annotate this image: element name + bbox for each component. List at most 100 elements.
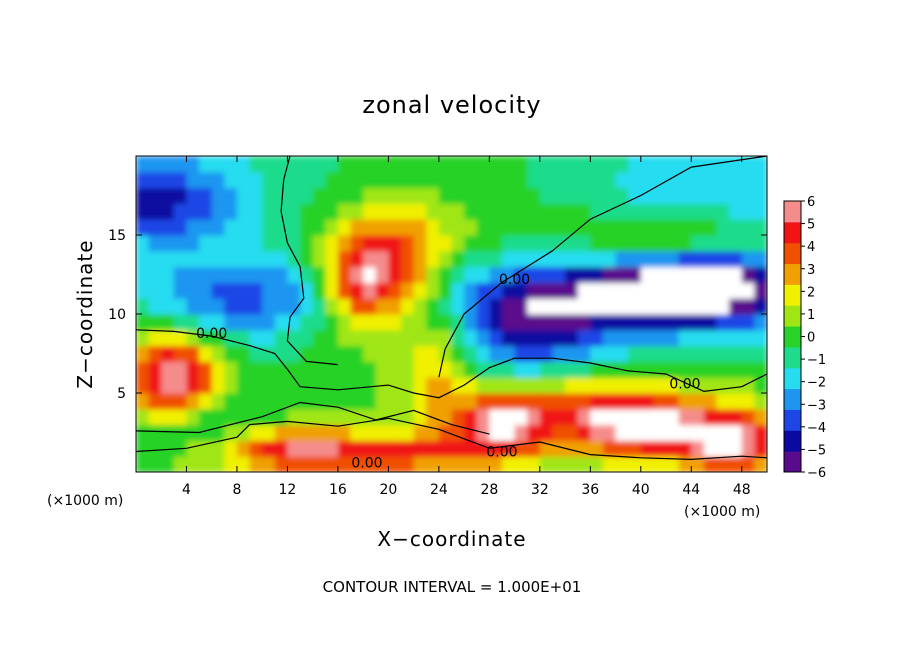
field-cell — [565, 219, 579, 236]
field-cell — [262, 314, 276, 331]
field-cell — [136, 187, 150, 204]
field-cell — [287, 408, 301, 426]
field-cell — [565, 408, 579, 426]
field-cell — [754, 377, 767, 394]
field-cell — [199, 298, 213, 315]
field-cell — [249, 187, 263, 204]
field-cell — [741, 440, 755, 457]
field-cell — [262, 345, 276, 362]
field-cell — [186, 219, 200, 236]
field-cell — [287, 282, 301, 299]
field-cell — [464, 408, 478, 426]
field-cell — [577, 314, 591, 331]
field-cell — [300, 203, 314, 220]
x-axis-unit-right: (×1000 m) — [684, 504, 760, 520]
field-cell — [413, 408, 427, 426]
field-cell — [653, 298, 667, 315]
field-cell — [161, 171, 175, 189]
field-cell — [274, 266, 289, 283]
field-cell — [729, 329, 743, 347]
colorbar-tick-label: 2 — [807, 285, 815, 300]
field-cell — [211, 156, 225, 173]
field-cell — [666, 282, 680, 299]
field-cell — [602, 171, 617, 189]
field-cell — [628, 171, 642, 189]
field-cell — [527, 266, 541, 283]
field-cell — [628, 156, 642, 173]
field-cell — [703, 440, 718, 457]
field-cell — [224, 393, 238, 410]
field-cell — [173, 219, 188, 236]
field-cell — [337, 361, 352, 378]
field-cell — [426, 314, 440, 331]
field-cell — [375, 156, 389, 173]
field-cell — [552, 314, 566, 331]
field-cell — [287, 171, 301, 189]
field-cell — [577, 219, 591, 236]
x-tick-label: 20 — [379, 482, 397, 498]
field-cell — [703, 250, 718, 268]
field-cell — [716, 456, 730, 472]
field-cell — [401, 282, 415, 299]
field-cell — [691, 282, 705, 299]
field-cell — [224, 456, 238, 472]
field-cell — [476, 282, 490, 299]
field-cell — [426, 156, 440, 173]
field-cell — [426, 345, 440, 362]
field-cell — [527, 219, 541, 236]
field-cell — [602, 361, 617, 378]
field-cell — [274, 361, 289, 378]
field-cell — [199, 377, 213, 394]
field-cell — [136, 298, 150, 315]
field-cell — [552, 187, 566, 204]
field-cell — [287, 377, 301, 394]
field-cell — [527, 440, 541, 457]
field-cell — [451, 393, 465, 410]
field-cell — [602, 250, 617, 268]
field-cell — [628, 282, 642, 299]
field-cell — [274, 314, 289, 331]
field-cell — [729, 298, 743, 315]
field-cell — [438, 219, 453, 236]
field-cell — [678, 266, 692, 283]
field-cell — [729, 156, 743, 173]
field-cell — [300, 345, 314, 362]
field-cell — [363, 298, 377, 315]
field-cell — [236, 187, 251, 204]
field-cell — [199, 250, 213, 268]
field-cell — [628, 250, 642, 268]
field-cell — [640, 282, 655, 299]
field-cell — [136, 361, 150, 378]
field-cell — [741, 361, 755, 378]
field-cell — [274, 440, 289, 457]
field-cell — [464, 314, 478, 331]
field-cell — [539, 314, 554, 331]
field-cell — [514, 314, 528, 331]
field-cell — [666, 298, 680, 315]
field-cell — [577, 171, 591, 189]
field-cell — [729, 345, 743, 362]
colorbar-tick-label: −2 — [807, 376, 826, 391]
field-cell — [161, 235, 175, 252]
field-cell — [539, 219, 554, 236]
field-cell — [590, 219, 604, 236]
field-cell — [615, 393, 629, 410]
field-cell — [350, 329, 364, 347]
field-cell — [363, 456, 377, 472]
field-cell — [413, 171, 427, 189]
field-cell — [287, 314, 301, 331]
field-cell — [161, 156, 175, 173]
field-cell — [565, 282, 579, 299]
field-cell — [666, 408, 680, 426]
field-cell — [438, 377, 453, 394]
field-cell — [249, 440, 263, 457]
field-cell — [401, 219, 415, 236]
field-cell — [539, 329, 554, 347]
colorbar-segment — [784, 221, 801, 244]
field-cell — [754, 282, 767, 299]
x-tick-label: 16 — [329, 482, 347, 498]
field-cell — [388, 377, 402, 394]
field-cell — [300, 440, 314, 457]
field-cell — [136, 282, 150, 299]
field-cell — [754, 440, 767, 457]
